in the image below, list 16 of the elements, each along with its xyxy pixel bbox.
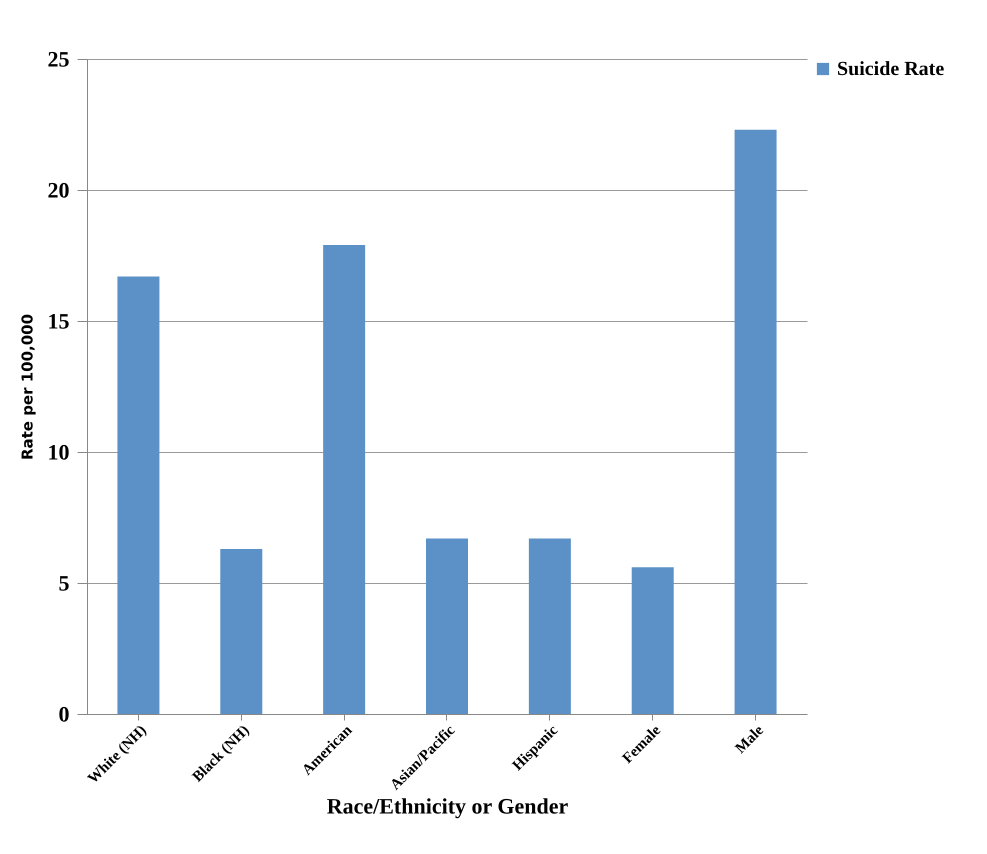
x-axis-title: Race/Ethnicity or Gender bbox=[326, 794, 569, 819]
bar bbox=[734, 130, 777, 714]
y-tick-label: 20 bbox=[48, 178, 70, 202]
y-tick-label: 5 bbox=[58, 570, 70, 596]
y-axis-title: Rate per 100,000 bbox=[18, 314, 36, 460]
bar bbox=[528, 538, 571, 714]
bar bbox=[117, 276, 160, 714]
bar bbox=[323, 245, 366, 714]
legend-label: Suicide Rate bbox=[837, 58, 944, 80]
y-tick-label: 25 bbox=[48, 46, 70, 72]
y-tick-label: 15 bbox=[48, 308, 70, 334]
bar bbox=[220, 548, 262, 714]
bar bbox=[426, 538, 468, 714]
y-tick-label: 0 bbox=[58, 702, 70, 726]
bar bbox=[632, 567, 674, 714]
y-tick-label: 10 bbox=[48, 440, 70, 464]
